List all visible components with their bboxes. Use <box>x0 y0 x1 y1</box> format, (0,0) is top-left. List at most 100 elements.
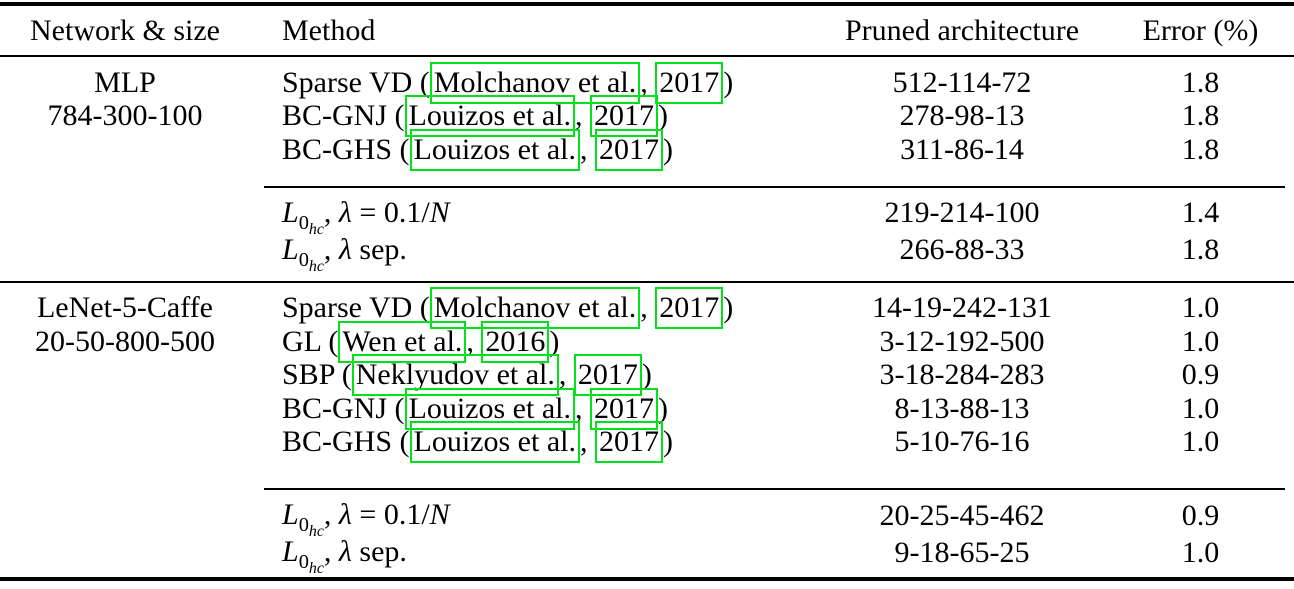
citation-link-year[interactable]: 2017 <box>655 61 724 104</box>
pruned-architecture-cell: 3-18-284-283 <box>879 358 1045 392</box>
method-cell: L0hc, λ sep. <box>250 232 817 275</box>
l0-method-label: L0hc, λ sep. <box>282 535 407 577</box>
method-label: BC-GNJ ( <box>282 99 405 133</box>
citation-link-year[interactable]: 2017 <box>573 354 642 397</box>
pruned-architecture-cell: 512-114-72 <box>892 65 1032 99</box>
column-header-pruned-architecture: Pruned architecture <box>844 13 1080 47</box>
table-rule-partial <box>264 488 1285 490</box>
citation-link-year[interactable]: 2017 <box>655 287 724 330</box>
citation-separator: , <box>558 358 574 392</box>
table-rule-section-divider <box>0 280 1294 283</box>
citation-separator: , <box>466 324 482 358</box>
table-row: BC-GNJ (Louizos et al., 2017) 8-13-88-13… <box>0 387 1294 430</box>
method-suffix: ) <box>641 358 652 392</box>
citation-link-author[interactable]: Molchanov et al. <box>429 61 641 104</box>
method-suffix: ) <box>662 425 673 459</box>
network-size-cell: 784-300-100 <box>47 99 203 133</box>
error-cell: 1.4 <box>1181 196 1220 229</box>
table-row: BC-GHS (Louizos et al., 2017) 5-10-76-16… <box>0 421 1294 464</box>
l0-subsubscript: hc <box>308 221 324 239</box>
pruned-architecture-cell: 14-19-242-131 <box>872 291 1052 325</box>
l0-subsubscript: hc <box>308 560 324 578</box>
l0-tail-italic: N <box>429 498 450 532</box>
method-label: SBP ( <box>282 358 352 392</box>
citation-separator: , <box>640 291 656 325</box>
method-label: Sparse VD ( <box>282 65 430 99</box>
method-label: BC-GNJ ( <box>282 391 405 425</box>
l0-subscript: 0 <box>298 551 309 574</box>
table-header-row: Network & size Method Pruned architectur… <box>0 6 1294 55</box>
error-cell: 1.0 <box>1181 535 1220 569</box>
l0-symbol: L <box>282 498 299 532</box>
l0-comma: , <box>323 232 339 266</box>
error-cell: 0.9 <box>1181 498 1220 532</box>
method-cell: L0hc, λ = 0.1/N <box>250 195 817 238</box>
pruned-architecture-cell: 9-18-65-25 <box>894 535 1030 569</box>
network-name-cell: LeNet-5-Caffe <box>36 291 213 325</box>
section-lenet-l0-rows: L0hc, λ = 0.1/N 20-25-45-462 0.9 L0hc, λ… <box>0 497 1294 577</box>
citation-link-author[interactable]: Louizos et al. <box>409 128 580 171</box>
l0-symbol: L <box>282 195 299 229</box>
citation-link-year[interactable]: 2016 <box>481 320 550 363</box>
table-rule-top <box>0 2 1294 6</box>
citation-separator: , <box>579 425 595 459</box>
l0-tail: sep. <box>351 535 407 569</box>
section-mlp-l0-rows: L0hc, λ = 0.1/N 219-214-100 1.4 L0hc, λ … <box>0 195 1294 275</box>
l0-method-label: L0hc, λ sep. <box>282 232 407 275</box>
method-suffix: ) <box>657 391 668 425</box>
table-row: BC-GHS (Louizos et al., 2017) 311-86-14 … <box>0 128 1294 171</box>
error-cell: 1.0 <box>1181 391 1220 425</box>
l0-comma: , <box>323 535 339 569</box>
l0-subscript: 0 <box>298 514 309 537</box>
table-rule-partial <box>264 185 1285 188</box>
method-cell: BC-GNJ (Louizos et al., 2017) <box>250 95 817 138</box>
l0-comma: , <box>323 195 339 229</box>
citation-link-author[interactable]: Wen et al. <box>338 320 467 363</box>
lambda-symbol: λ <box>338 535 352 569</box>
citation-link-author[interactable]: Louizos et al. <box>409 421 580 464</box>
table-row: L0hc, λ sep. 266-88-33 1.8 <box>0 232 1294 275</box>
l0-method-label: L0hc, λ = 0.1/N <box>282 195 450 238</box>
method-cell: Sparse VD (Molchanov et al., 2017) <box>250 61 817 104</box>
method-cell: BC-GHS (Louizos et al., 2017) <box>250 128 817 171</box>
method-suffix: ) <box>657 99 668 133</box>
method-label: BC-GHS ( <box>282 132 410 166</box>
citation-link-year[interactable]: 2017 <box>594 128 663 171</box>
column-header-network-size: Network & size <box>30 13 220 47</box>
pruned-architecture-cell: 8-13-88-13 <box>894 391 1030 425</box>
citation-link-author[interactable]: Neklyudov et al. <box>351 354 559 397</box>
citation-separator: , <box>579 132 595 166</box>
lambda-symbol: λ <box>338 195 352 229</box>
network-name-cell: MLP <box>94 65 156 99</box>
citation-link-author[interactable]: Louizos et al. <box>404 95 575 138</box>
network-size-cell: 20-50-800-500 <box>35 324 215 358</box>
method-cell: L0hc, λ sep. <box>250 535 817 577</box>
error-cell: 1.8 <box>1181 132 1220 166</box>
l0-tail: sep. <box>351 232 407 266</box>
l0-tail: = 0.1/ <box>351 498 430 532</box>
method-suffix: ) <box>662 132 673 166</box>
method-cell: BC-GNJ (Louizos et al., 2017) <box>250 387 817 430</box>
citation-separator: , <box>640 65 656 99</box>
citation-link-year[interactable]: 2017 <box>589 95 658 138</box>
l0-subscript: 0 <box>298 248 309 271</box>
lambda-symbol: λ <box>338 498 352 532</box>
lambda-symbol: λ <box>338 232 352 266</box>
citation-link-year[interactable]: 2017 <box>594 421 663 464</box>
table-row: L0hc, λ sep. 9-18-65-25 1.0 <box>0 534 1294 577</box>
citation-link-author[interactable]: Louizos et al. <box>404 387 575 430</box>
l0-symbol: L <box>282 232 299 266</box>
table-row: LeNet-5-Caffe Sparse VD (Molchanov et al… <box>0 287 1294 330</box>
citation-link-year[interactable]: 2017 <box>589 387 658 430</box>
pruned-architecture-cell: 278-98-13 <box>899 99 1025 133</box>
l0-tail-italic: N <box>429 195 450 229</box>
citation-separator: , <box>574 99 590 133</box>
pruned-architecture-cell: 5-10-76-16 <box>894 425 1030 459</box>
method-cell: GL (Wen et al., 2016) <box>250 320 817 363</box>
pruned-architecture-cell: 311-86-14 <box>900 132 1024 166</box>
l0-subscript: 0 <box>298 211 309 234</box>
citation-separator: , <box>574 391 590 425</box>
citation-link-author[interactable]: Molchanov et al. <box>429 287 641 330</box>
section-mlp-baseline-rows: MLP Sparse VD (Molchanov et al., 2017) 5… <box>0 61 1294 171</box>
l0-subsubscript: hc <box>308 523 324 541</box>
